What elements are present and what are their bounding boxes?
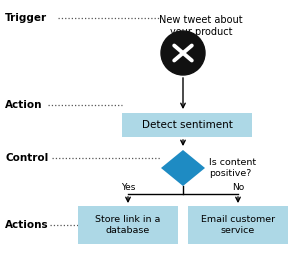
Polygon shape — [161, 150, 205, 186]
Text: Control: Control — [5, 153, 48, 163]
Text: Is content
positive?: Is content positive? — [209, 158, 256, 178]
Text: Email customer
service: Email customer service — [201, 215, 275, 235]
Text: New tweet about
your product: New tweet about your product — [159, 15, 243, 37]
FancyBboxPatch shape — [188, 206, 288, 244]
Text: Yes: Yes — [121, 183, 135, 192]
Text: Store link in a
database: Store link in a database — [95, 215, 161, 235]
Circle shape — [161, 31, 205, 75]
Text: Trigger: Trigger — [5, 13, 47, 23]
FancyBboxPatch shape — [122, 113, 252, 137]
FancyBboxPatch shape — [78, 206, 178, 244]
Text: No: No — [232, 183, 244, 192]
Text: Action: Action — [5, 100, 42, 110]
Text: Detect sentiment: Detect sentiment — [141, 120, 232, 130]
Text: Actions: Actions — [5, 220, 49, 230]
